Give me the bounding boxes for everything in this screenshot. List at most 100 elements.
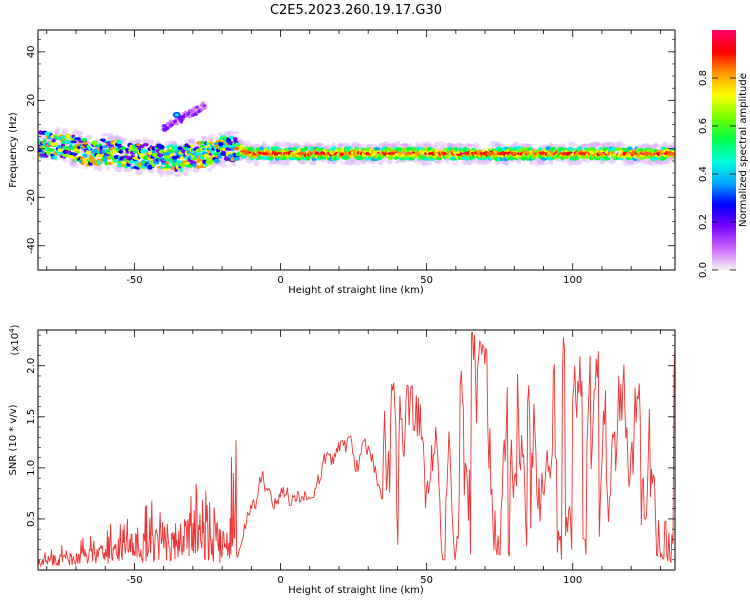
heatmap-cell [408, 143, 413, 148]
heatmap-cell [512, 141, 519, 148]
heatmap-cell [607, 157, 611, 161]
heatmap-cell [361, 160, 367, 165]
heatmap-cell [157, 153, 164, 158]
heatmap-cell [174, 121, 179, 126]
heatmap-cell [187, 139, 194, 143]
heatmap-cell [296, 148, 301, 153]
heatmap-hotspot [404, 152, 413, 156]
colorbar-label: Normalized spectral amplitude [738, 73, 749, 227]
heatmap-cell [62, 159, 70, 163]
heatmap-cell [125, 150, 130, 154]
heatmap-cell [202, 147, 206, 151]
heatmap-hotspot [239, 149, 250, 153]
heatmap-cell [43, 155, 49, 158]
heatmap-cell [174, 113, 179, 117]
heatmap-hotspot [578, 152, 587, 156]
heatmap-cell [231, 131, 240, 135]
heatmap-cell [527, 147, 533, 152]
colorbar-tick-label: 0.8 [698, 70, 709, 86]
heatmap-cell [274, 141, 282, 148]
colorbar-tick-label: 0.4 [698, 166, 709, 182]
spectrogram-ticks: -50 0 50 100 40 20 0 -20 -40 [26, 30, 675, 286]
heatmap-cell [187, 114, 192, 119]
heatmap-cell [314, 151, 319, 155]
heatmap-cell [496, 143, 504, 147]
heatmap-cell [253, 159, 259, 167]
heatmap-hotspot [364, 152, 370, 156]
heatmap-cell [177, 146, 183, 151]
heatmap-cell [57, 148, 64, 152]
heatmap-cell [433, 141, 441, 147]
heatmap-cell [190, 144, 194, 148]
heatmap-cell [60, 139, 66, 144]
heatmap-cell [366, 143, 374, 147]
heatmap-cell [454, 146, 458, 152]
x-tick-label: 100 [563, 575, 582, 586]
heatmap-cell [672, 156, 675, 159]
heatmap-cell [192, 106, 197, 111]
heatmap-cell [218, 132, 223, 137]
heatmap-cell [83, 154, 88, 158]
heatmap-cell [266, 146, 270, 150]
heatmap-cell [217, 141, 224, 146]
x-tick-label: 100 [563, 275, 582, 286]
heatmap-cell [74, 137, 81, 141]
snr-multiplier-label: (x104) [8, 324, 21, 355]
x-tick-label: 50 [420, 275, 433, 286]
snr-panel: -50 0 50 100 0.5 1.0 1.5 2.0 Height of straight… [8, 324, 676, 596]
heatmap-cell [118, 150, 124, 154]
y-tick-label: 40 [26, 45, 37, 58]
heatmap-cell [671, 141, 675, 149]
heatmap-cell [56, 151, 62, 156]
x-tick-label: -50 [126, 275, 142, 286]
heatmap-hotspot [539, 152, 545, 156]
spectrogram-x-axis-label: Height of straight line (km) [288, 285, 424, 296]
heatmap-cell [203, 153, 209, 158]
heatmap-cell [50, 142, 58, 146]
heatmap-cell [179, 167, 183, 173]
heatmap-cell [520, 156, 527, 161]
figure-title: C2E5.2023.260.19.17.G30 [270, 3, 442, 18]
y-tick-label: -40 [26, 238, 37, 254]
heatmap-cell [162, 168, 169, 171]
heatmap-cell [219, 163, 228, 168]
heatmap-cell [207, 167, 213, 172]
heatmap-cell [41, 150, 45, 155]
heatmap-cell [229, 135, 234, 140]
x-tick-label: 0 [277, 575, 283, 586]
heatmap-hotspot [667, 152, 675, 156]
heatmap-cell [576, 147, 583, 151]
heatmap-cell [206, 157, 210, 162]
spectrogram-panel: -50 0 50 100 40 20 0 -20 -40 Height of straight … [8, 29, 676, 296]
heatmap-cell [247, 146, 255, 152]
heatmap-hotspot [440, 152, 447, 156]
heatmap-cell [120, 146, 127, 150]
heatmap-cell [67, 155, 75, 159]
heatmap-cell [38, 140, 41, 146]
heatmap-cell [374, 147, 381, 151]
heatmap-cell [132, 150, 138, 154]
snr-ticks: -50 0 50 100 0.5 1.0 1.5 2.0 [26, 330, 675, 586]
heatmap-cell [85, 151, 91, 155]
heatmap-cell [182, 171, 189, 176]
heatmap-cell [121, 138, 127, 145]
heatmap-cell [171, 162, 176, 167]
spectrogram-marks [38, 101, 675, 178]
colorbar-gradient [712, 30, 736, 270]
y-tick-label: 0.5 [26, 511, 37, 527]
heatmap-cell [176, 160, 182, 164]
y-tick-label: 2.0 [26, 358, 37, 374]
heatmap-hotspot [497, 152, 505, 156]
heatmap-cell [77, 145, 81, 150]
heatmap-cell [90, 159, 97, 164]
heatmap-cell [611, 146, 617, 152]
heatmap-hotspot [508, 152, 519, 156]
heatmap-cell [163, 155, 171, 160]
heatmap-cell [372, 150, 377, 155]
heatmap-cell [104, 160, 109, 166]
heatmap-cell [165, 165, 172, 169]
heatmap-cell [85, 134, 93, 141]
heatmap-cell [105, 165, 111, 171]
heatmap-hotspot [485, 152, 495, 156]
heatmap-cell [173, 144, 179, 149]
